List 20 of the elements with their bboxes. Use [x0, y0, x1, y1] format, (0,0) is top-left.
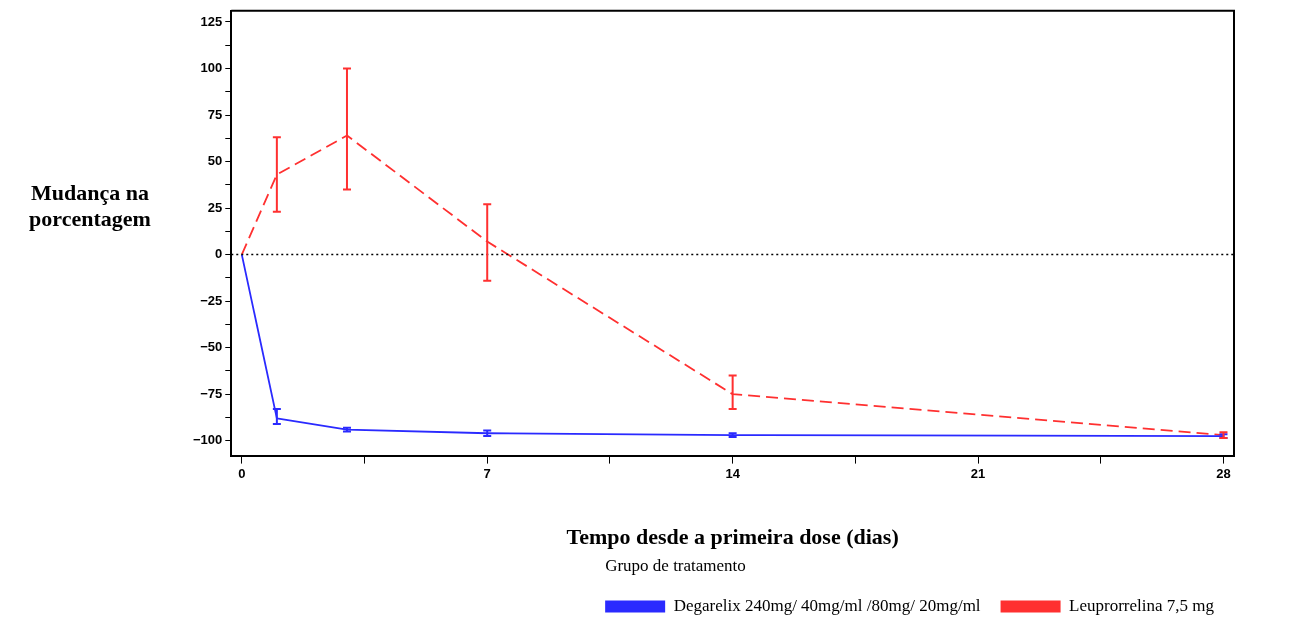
y-tick-label: 25 — [207, 199, 223, 215]
y-tick-label: −100 — [192, 432, 223, 448]
legend-label: Leuprorrelina 7,5 mg — [1069, 595, 1215, 615]
y-axis-title: Mudança na porcentagem — [28, 180, 152, 232]
x-tick-label: 28 — [1216, 465, 1231, 481]
y-tick-label: 0 — [215, 246, 223, 262]
y-tick-label: −50 — [200, 339, 223, 355]
legend-label: Degarelix 240mg/ 40mg/ml /80mg/ 20mg/ml — [673, 595, 981, 615]
y-tick-label: 125 — [200, 13, 223, 29]
y-tick-label: −25 — [200, 292, 223, 308]
y-tick-label: 100 — [200, 60, 223, 76]
x-tick-label: 0 — [238, 465, 246, 481]
x-tick-label: 21 — [970, 465, 986, 481]
y-tick-label: 75 — [207, 106, 223, 122]
y-tick-label: 50 — [207, 153, 223, 169]
x-axis-title: Tempo desde a primeira dose (dias) — [566, 524, 899, 550]
x-tick-label: 14 — [725, 465, 741, 481]
y-tick-label: −75 — [200, 385, 223, 401]
legend-title: Grupo de tratamento — [605, 555, 746, 575]
x-tick-label: 7 — [483, 465, 491, 481]
